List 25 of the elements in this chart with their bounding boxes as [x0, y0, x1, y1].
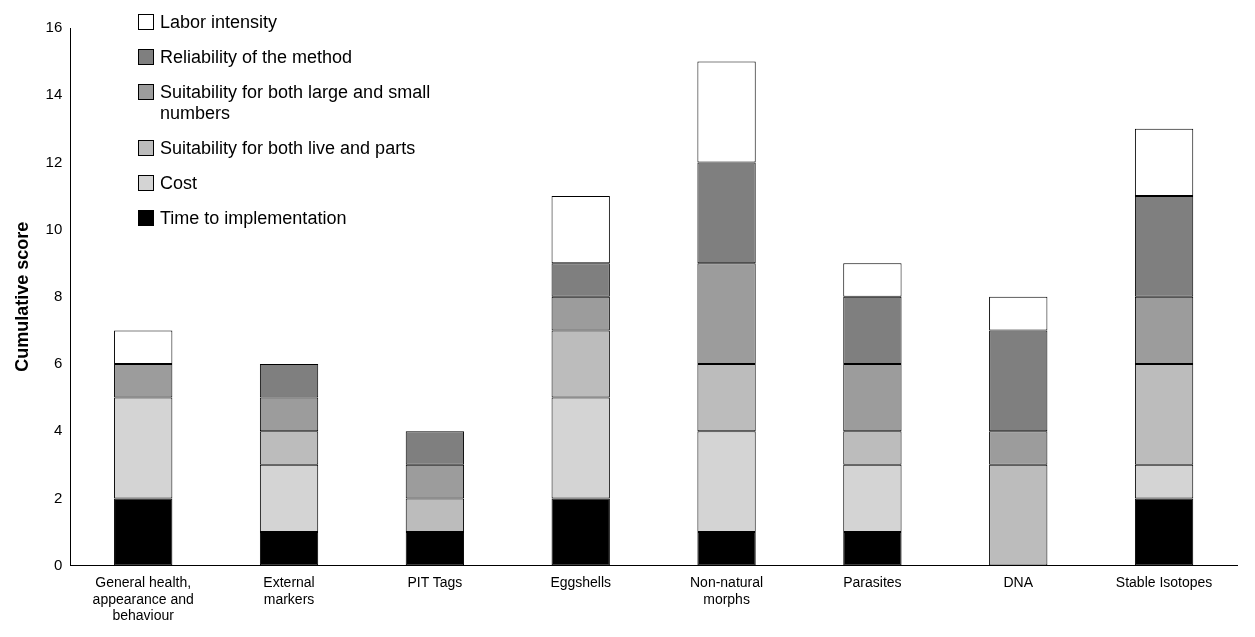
y-tick-label: 6: [53, 354, 63, 372]
y-tick-label: 2: [53, 488, 63, 506]
y-tick-label: 0: [53, 555, 63, 573]
bar: [697, 532, 756, 566]
y-tick-label: 16: [45, 18, 63, 36]
legend-label: Labor intensity: [160, 12, 278, 33]
y-tick-label: 10: [45, 219, 63, 237]
y-tick-label: 12: [45, 152, 63, 170]
legend-label: Suitability for both large and small numbers: [160, 82, 432, 124]
x-tick-label: General health, appearance and behaviour: [92, 573, 194, 624]
legend-label: Reliability of the method: [160, 47, 353, 68]
legend-label: Cost: [160, 173, 198, 194]
legend-label: Suitability for both live and parts: [160, 138, 416, 159]
y-tick-label: 8: [53, 286, 63, 304]
x-tick-label: Non-natural morphs: [689, 573, 764, 607]
x-tick-label: DNA: [1003, 573, 1034, 590]
legend-label: Time to implementation: [160, 208, 347, 229]
x-tick-label: Parasites: [843, 573, 902, 590]
x-tick-label: PIT Tags: [407, 573, 463, 590]
x-tick-label: External markers: [263, 573, 315, 607]
y-axis-title: Cumulative score: [11, 221, 32, 372]
y-tick-label: 14: [45, 85, 63, 103]
x-tick-label: Stable Isotopes: [1115, 573, 1213, 590]
x-tick-label: Eggshells: [550, 573, 612, 590]
y-tick-label: 4: [53, 421, 63, 439]
